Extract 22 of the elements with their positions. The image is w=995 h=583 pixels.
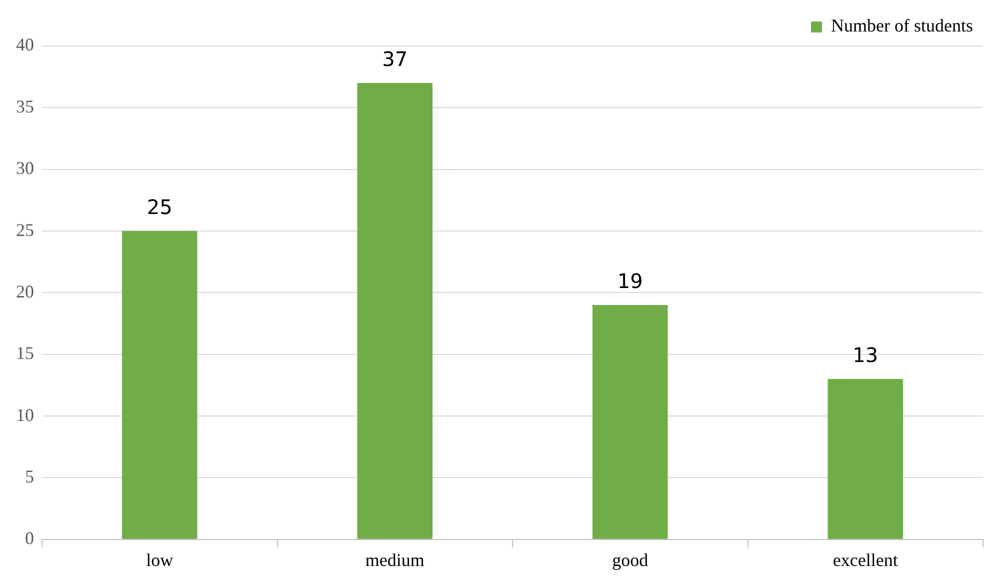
y-tick-label: 35	[16, 96, 34, 116]
legend-label: Number of students	[831, 16, 974, 36]
data-label: 19	[617, 269, 643, 294]
bar	[592, 305, 668, 539]
y-tick-label: 0	[25, 528, 34, 548]
bar	[828, 379, 904, 539]
x-tick-label: excellent	[832, 550, 898, 570]
x-tick-label: low	[146, 550, 174, 570]
y-tick-label: 20	[16, 281, 34, 302]
data-label: 13	[852, 343, 878, 368]
bar	[122, 231, 198, 539]
y-tick-label: 15	[16, 343, 34, 364]
y-tick-label: 10	[16, 404, 34, 425]
y-tick-label: 30	[16, 158, 34, 178]
y-tick-label: 25	[16, 220, 34, 240]
y-tick-label: 5	[25, 466, 34, 486]
x-tick-label: medium	[365, 550, 424, 570]
data-label: 25	[146, 195, 172, 220]
data-label: 37	[382, 47, 408, 72]
y-tick-label: 40	[16, 34, 34, 55]
bar	[357, 83, 433, 539]
x-tick-label: good	[612, 550, 648, 570]
